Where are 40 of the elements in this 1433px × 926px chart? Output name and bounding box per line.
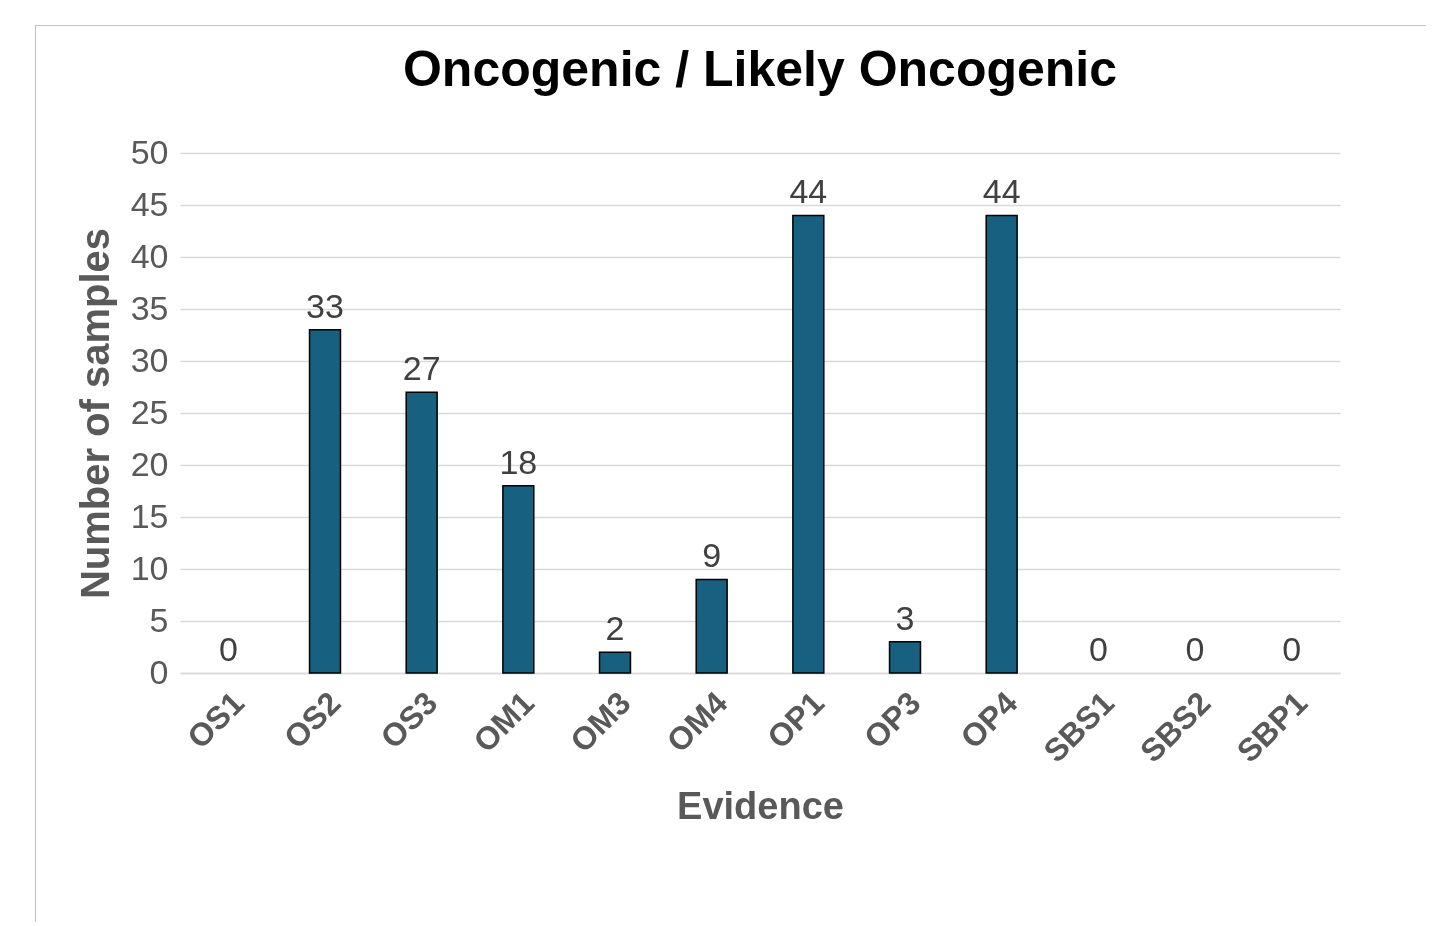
y-tick-label: 35 — [130, 288, 169, 327]
y-tick-label: 30 — [130, 340, 169, 379]
y-tick-label: 20 — [130, 444, 169, 483]
data-label: 9 — [702, 536, 722, 575]
data-label: 44 — [982, 172, 1021, 211]
y-tick-label: 40 — [130, 236, 169, 275]
y-tick-label: 50 — [130, 132, 169, 171]
y-axis-title: Number of samples — [72, 227, 117, 600]
y-tick-label: 5 — [149, 600, 169, 639]
x-axis-title: Evidence — [677, 784, 844, 827]
bar — [308, 329, 342, 674]
x-tick-label: OP3 — [856, 684, 928, 756]
data-label: 18 — [499, 442, 538, 481]
data-label: 0 — [1282, 630, 1302, 668]
data-label: 0 — [1185, 630, 1205, 668]
data-label: 2 — [605, 609, 625, 648]
y-tick-label: 15 — [130, 496, 169, 535]
data-label: 0 — [218, 630, 238, 668]
bar — [695, 578, 728, 674]
chart-title: Oncogenic / Likely Oncogenic — [402, 41, 1118, 97]
data-label: 3 — [895, 598, 915, 637]
bar — [405, 391, 438, 674]
y-tick-label: 0 — [149, 652, 169, 691]
x-tick-label: OS1 — [180, 684, 251, 756]
data-label: 27 — [402, 349, 441, 388]
data-label: 44 — [789, 172, 828, 211]
data-label: 0 — [1088, 630, 1108, 668]
data-label: 33 — [306, 286, 344, 325]
bar — [792, 214, 825, 674]
bar — [502, 485, 535, 674]
x-tick-label: OS3 — [373, 684, 445, 756]
x-tick-label: OP4 — [953, 684, 1025, 756]
bar — [598, 651, 632, 674]
x-tick-label: OP1 — [760, 684, 831, 756]
bar — [985, 214, 1018, 674]
y-tick-label: 10 — [130, 548, 169, 587]
bar — [888, 641, 922, 674]
y-tick-label: 45 — [130, 184, 169, 223]
x-tick-label: OS2 — [276, 684, 348, 756]
y-tick-label: 25 — [130, 392, 169, 431]
